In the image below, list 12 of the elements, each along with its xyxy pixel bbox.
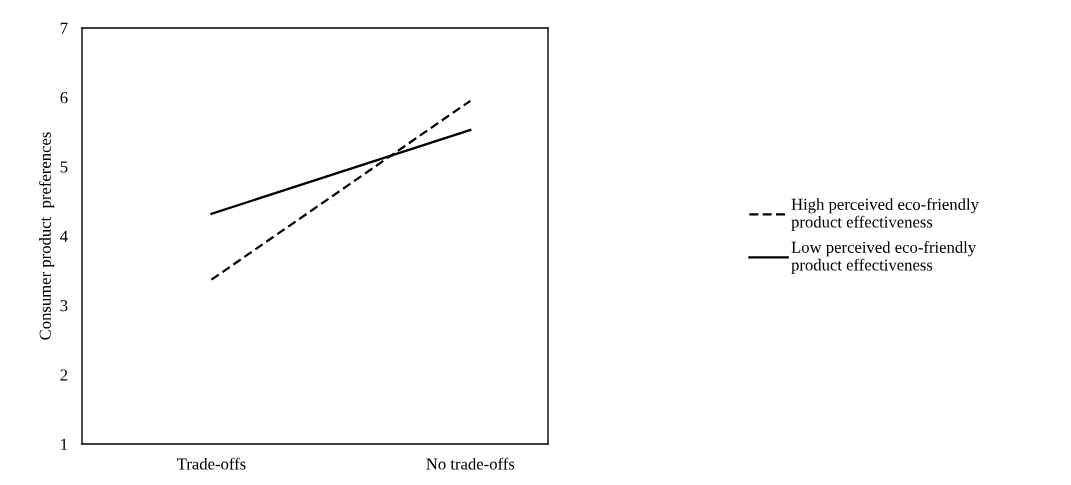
y-axis-title: Consumer product preferences — [38, 132, 55, 340]
y-tick-label: 7 — [60, 22, 68, 34]
y-tick-label: 4 — [60, 230, 68, 242]
y-tick-label: 1 — [61, 438, 68, 450]
legend-label: Low perceived eco-friendly product effectiveness — [791, 241, 977, 274]
y-tick-label: 3 — [60, 300, 68, 312]
y-tick-label: 2 — [60, 369, 68, 381]
y-tick-label: 5 — [60, 161, 68, 173]
legend-label: High perceived eco-friendly product effectiveness — [791, 198, 979, 231]
y-tick-label: 6 — [60, 92, 68, 104]
x-tick-label: No trade-offs — [426, 457, 515, 470]
x-tick-label: Trade-offs — [177, 457, 246, 470]
